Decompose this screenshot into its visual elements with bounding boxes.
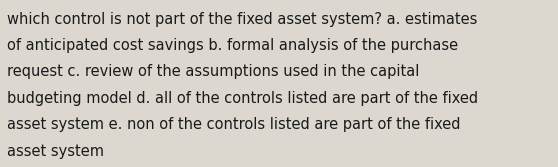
Text: budgeting model d. all of the controls listed are part of the fixed: budgeting model d. all of the controls l… bbox=[7, 91, 478, 106]
Text: which control is not part of the fixed asset system? a. estimates: which control is not part of the fixed a… bbox=[7, 12, 478, 27]
Text: request c. review of the assumptions used in the capital: request c. review of the assumptions use… bbox=[7, 64, 420, 79]
Text: asset system e. non of the controls listed are part of the fixed: asset system e. non of the controls list… bbox=[7, 117, 461, 132]
Text: of anticipated cost savings b. formal analysis of the purchase: of anticipated cost savings b. formal an… bbox=[7, 38, 458, 53]
Text: asset system: asset system bbox=[7, 144, 104, 159]
